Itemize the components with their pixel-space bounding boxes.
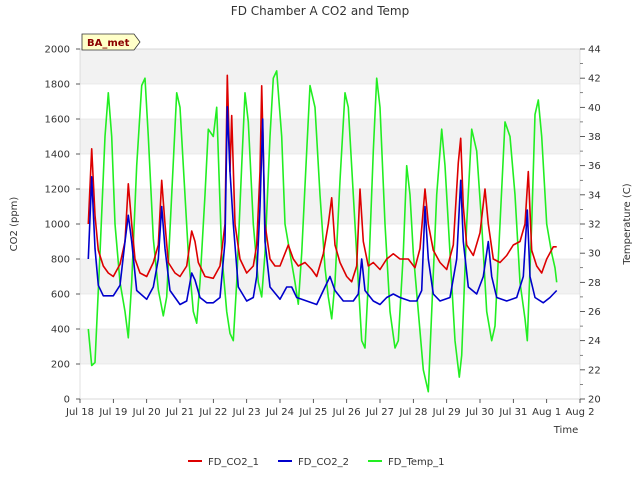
- site-badge-shape: [81, 33, 141, 51]
- x-tick-label: Aug 2: [565, 407, 594, 418]
- y-left-axis-title: CO2 (ppm): [9, 197, 20, 252]
- background-band: [80, 329, 580, 364]
- y-right-axis-ticks: 20 22 24 26 28 30 32 34 36 38 40 42 44: [580, 45, 601, 406]
- y-right-tick-label: 44: [588, 45, 601, 56]
- x-tick-label: Jul 25: [298, 407, 327, 418]
- y-left-tick-label: 800: [51, 255, 70, 266]
- y-right-tick-label: 22: [588, 365, 601, 376]
- series-line-fd-co2-2: [87, 106, 558, 306]
- legend-label: FD_CO2_1: [208, 457, 259, 468]
- y-right-tick-label: 40: [588, 103, 601, 114]
- x-tick-label: Jul 20: [132, 407, 161, 418]
- x-tick-label: Jul 19: [98, 407, 127, 418]
- chart-title: FD Chamber A CO2 and Temp: [231, 4, 409, 18]
- y-right-tick-label: 42: [588, 74, 601, 85]
- x-tick-label: Jul 29: [432, 407, 461, 418]
- y-right-tick-label: 28: [588, 278, 601, 289]
- y-left-tick-label: 1400: [45, 150, 70, 161]
- y-right-tick-label: 24: [588, 336, 601, 347]
- x-tick-label: Jul 30: [465, 407, 494, 418]
- x-tick-label: Jul 26: [332, 407, 361, 418]
- y-left-tick-label: 400: [51, 325, 70, 336]
- y-left-tick-label: 1600: [45, 115, 70, 126]
- x-tick-label: Jul 27: [365, 407, 394, 418]
- x-tick-label: Jul 24: [265, 407, 294, 418]
- y-left-tick-label: 0: [64, 395, 70, 406]
- y-left-tick-label: 1000: [45, 220, 70, 231]
- site-badge: BA_met: [81, 33, 141, 51]
- series-line-fd-co2-1: [87, 74, 557, 283]
- y-left-tick-label: 2000: [45, 45, 70, 56]
- y-left-tick-label: 600: [51, 290, 70, 301]
- y-right-tick-label: 36: [588, 161, 601, 172]
- y-left-tick-label: 200: [51, 360, 70, 371]
- legend-label: FD_Temp_1: [388, 457, 444, 468]
- plot-background-bands: [80, 49, 580, 399]
- x-axis-title: Time: [553, 425, 578, 436]
- x-tick-label: Jul 31: [498, 407, 527, 418]
- background-band: [80, 154, 580, 189]
- y-right-axis-title: Temperature (C): [622, 183, 633, 265]
- y-right-tick-label: 32: [588, 220, 601, 231]
- x-tick-label: Jul 21: [165, 407, 194, 418]
- y-right-tick-label: 30: [588, 249, 601, 260]
- y-right-tick-label: 38: [588, 132, 601, 143]
- y-right-tick-label: 20: [588, 395, 601, 406]
- x-tick-label: Jul 18: [65, 407, 94, 418]
- y-left-axis-ticks: 0 200 400 600 800 1000 1200 1400 1600 1800 2000: [45, 45, 80, 406]
- background-band: [80, 119, 580, 154]
- site-badge-label: BA_met: [87, 38, 130, 49]
- series-layer: [87, 70, 558, 393]
- x-tick-label: Jul 28: [398, 407, 427, 418]
- y-right-tick-label: 26: [588, 307, 601, 318]
- series-line-fd-temp-1: [87, 70, 558, 393]
- background-band: [80, 84, 580, 119]
- legend: FD_CO2_1 FD_CO2_2 FD_Temp_1: [188, 457, 444, 468]
- background-band: [80, 364, 580, 399]
- y-right-tick-label: 34: [588, 190, 601, 201]
- x-tick-label: Aug 1: [532, 407, 561, 418]
- x-axis-ticks: Jul 18 Jul 19 Jul 20 Jul 21 Jul 22 Jul 23 Jul …: [65, 399, 595, 418]
- legend-label: FD_CO2_2: [298, 457, 349, 468]
- y-left-tick-label: 1200: [45, 185, 70, 196]
- background-band: [80, 49, 580, 84]
- x-tick-label: Jul 22: [198, 407, 227, 418]
- x-tick-label: Jul 23: [232, 407, 261, 418]
- y-left-tick-label: 1800: [45, 80, 70, 91]
